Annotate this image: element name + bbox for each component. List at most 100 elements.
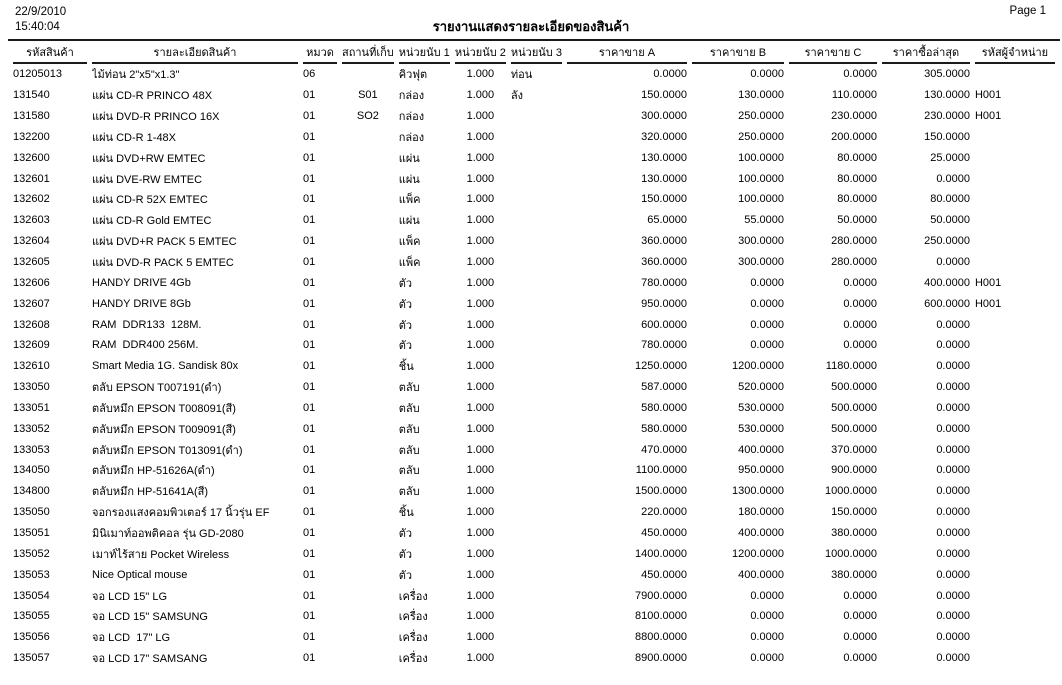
report-title: รายงานแสดงรายละเอียดของสินค้า <box>432 19 630 34</box>
cell-vendor_code <box>975 439 1055 460</box>
cell-price_b: 100.0000 <box>738 193 784 206</box>
cell-category: 01 <box>303 151 316 164</box>
cell-last_purchase_price: 400.0000 <box>924 276 970 289</box>
cell-price_c: 0.0000 <box>843 589 877 602</box>
column-header-unit3: หน่วยนับ 3 <box>510 41 562 64</box>
cell-last_purchase_price: 0.0000 <box>936 464 970 477</box>
cell-unit3 <box>511 585 562 606</box>
cell-price_c: 370.0000 <box>831 443 877 456</box>
cell-last_purchase_price: 305.0000 <box>924 68 970 81</box>
cell-vendor_code <box>975 252 1055 273</box>
cell-category: 01 <box>303 318 316 331</box>
cell-description: RAM DDR133 128M. <box>92 318 202 331</box>
cell-last_purchase_price: 0.0000 <box>936 443 970 456</box>
cell-unit2: 1.000 <box>466 151 495 164</box>
cell-category: 01 <box>303 631 316 644</box>
cell-price_b: 180.0000 <box>738 506 784 519</box>
cell-unit2: 1.000 <box>466 526 495 539</box>
cell-price_a: 300.0000 <box>641 110 687 123</box>
table-row: 132605 แผ่น DVD-R PACK 5 EMTEC 01 แพ็ค 1.000… <box>13 252 1055 273</box>
cell-unit2: 1.000 <box>466 610 495 623</box>
cell-price_c: 50.0000 <box>837 214 877 227</box>
cell-unit3 <box>511 648 562 669</box>
cell-unit3 <box>511 606 562 627</box>
cell-price_c: 200.0000 <box>831 130 877 143</box>
cell-price_c: 1000.0000 <box>824 547 877 560</box>
cell-unit1: ตัว <box>398 548 413 561</box>
cell-code: 132609 <box>13 339 50 352</box>
cell-vendor_code: H001 <box>974 89 1002 102</box>
table-row: 134050 ตลับหมึก HP-51626A(ดำ) 01 ตลับ 1.000 1… <box>13 460 1055 481</box>
table-row: 135056 จอ LCD 17" LG 01 เครื่อง 1.000 8800.00… <box>13 627 1055 648</box>
cell-price_a: 8100.0000 <box>634 610 687 623</box>
cell-unit2: 1.000 <box>466 318 495 331</box>
cell-price_c: 80.0000 <box>837 172 877 185</box>
cell-unit3 <box>511 106 562 127</box>
column-header-last_purchase_price: ราคาซื้อล่าสุด <box>881 41 970 64</box>
cell-price_b: 0.0000 <box>750 68 784 81</box>
cell-price_c: 380.0000 <box>831 568 877 581</box>
table-row: 131540 แผ่น CD-R PRINCO 48X 01 S01 กล่อง 1.00… <box>13 85 1055 106</box>
table-row: 135054 จอ LCD 15" LG 01 เครื่อง 1.000 7900.00… <box>13 585 1055 606</box>
cell-price_a: 780.0000 <box>641 276 687 289</box>
cell-last_purchase_price: 25.0000 <box>930 151 970 164</box>
table-row: 131580 แผ่น DVD-R PRINCO 16X 01 SO2 กล่อง 1.0… <box>13 106 1055 127</box>
cell-unit1: ตลับ <box>398 444 420 457</box>
cell-vendor_code <box>975 418 1055 439</box>
cell-description: แผ่น DVD+RW EMTEC <box>92 152 206 165</box>
cell-unit3 <box>511 481 562 502</box>
cell-price_b: 300.0000 <box>738 256 784 269</box>
cell-price_c: 80.0000 <box>837 193 877 206</box>
cell-category: 01 <box>303 401 316 414</box>
cell-category: 01 <box>303 506 316 519</box>
cell-price_b: 520.0000 <box>738 381 784 394</box>
cell-code: 135053 <box>13 568 50 581</box>
cell-unit3 <box>511 377 562 398</box>
cell-price_c: 1000.0000 <box>824 485 877 498</box>
cell-category: 01 <box>303 568 316 581</box>
cell-price_b: 530.0000 <box>738 401 784 414</box>
cell-description: ไม้ท่อน 2"x5"x1.3" <box>92 69 180 82</box>
cell-unit3 <box>511 543 562 564</box>
cell-price_a: 587.0000 <box>641 381 687 394</box>
cell-category: 01 <box>303 547 316 560</box>
cell-description: แผ่น DVD-R PACK 5 EMTEC <box>92 257 234 270</box>
cell-location <box>342 147 394 168</box>
cell-vendor_code <box>975 127 1055 148</box>
table-row: 132200 แผ่น CD-R 1-48X 01 กล่อง 1.000 320.000… <box>13 127 1055 148</box>
cell-code: 132607 <box>13 297 50 310</box>
cell-price_c: 0.0000 <box>843 631 877 644</box>
table-row: 133051 ตลับหมึก EPSON T008091(สี) 01 ตลับ 1.… <box>13 398 1055 419</box>
cell-vendor_code <box>975 627 1055 648</box>
cell-vendor_code <box>975 377 1055 398</box>
page-number: Page 1 <box>1009 5 1046 17</box>
cell-unit3 <box>511 272 562 293</box>
cell-unit1: กล่อง <box>398 131 425 144</box>
cell-price_b: 0.0000 <box>750 276 784 289</box>
cell-price_b: 1200.0000 <box>731 547 784 560</box>
cell-code: 134050 <box>13 464 50 477</box>
table-header: รหัสสินค้า รายละเอียดสินค้า หมวด สถานที่เก็… <box>13 41 1055 64</box>
cell-description: ตลับหมึก EPSON T009091(สี) <box>92 423 236 436</box>
cell-code: 132601 <box>13 172 50 185</box>
cell-location <box>342 523 394 544</box>
cell-code: 132606 <box>13 276 50 289</box>
cell-last_purchase_price: 0.0000 <box>936 401 970 414</box>
cell-price_c: 900.0000 <box>831 464 877 477</box>
cell-price_a: 8900.0000 <box>634 652 687 665</box>
cell-price_a: 7900.0000 <box>634 589 687 602</box>
cell-unit1: เครื่อง <box>398 653 428 666</box>
cell-unit1: ตัว <box>398 298 413 311</box>
cell-vendor_code <box>975 564 1055 585</box>
cell-unit2: 1.000 <box>466 547 495 560</box>
cell-description: ตลับหมึก HP-51641A(สี) <box>92 486 208 499</box>
cell-price_c: 0.0000 <box>843 652 877 665</box>
cell-description: แผ่น DVD+R PACK 5 EMTEC <box>92 236 237 249</box>
table-row: 132607 HANDY DRIVE 8Gb 01 ตัว 1.000 950.0000 0… <box>13 293 1055 314</box>
cell-unit1: ตลับ <box>398 402 420 415</box>
cell-unit3 <box>511 314 562 335</box>
cell-price_c: 150.0000 <box>831 506 877 519</box>
cell-unit1: แผ่น <box>398 152 420 165</box>
cell-unit2: 1.000 <box>466 401 495 414</box>
cell-description: จอ LCD 15" SAMSUNG <box>92 611 208 624</box>
